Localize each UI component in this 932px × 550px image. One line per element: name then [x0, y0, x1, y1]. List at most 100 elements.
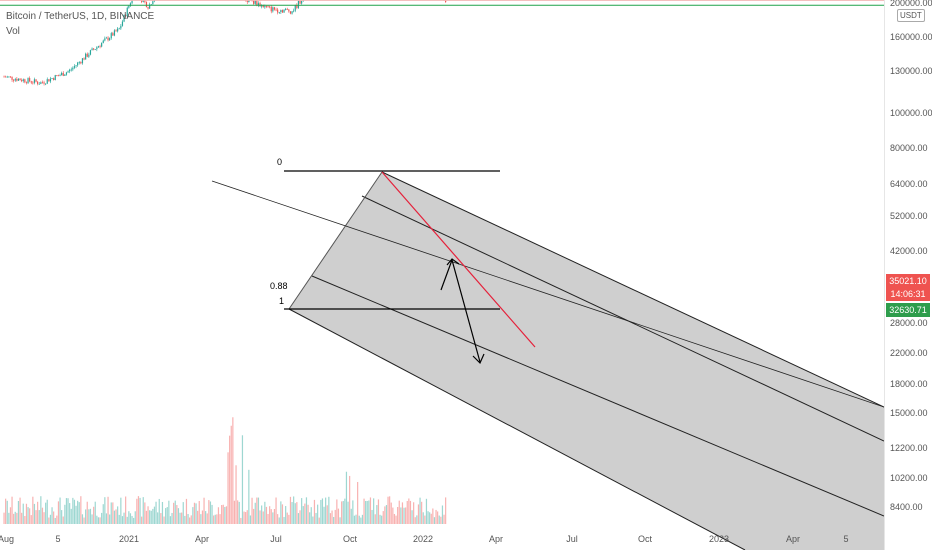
volume-bar	[315, 512, 317, 524]
volume-bar	[61, 510, 63, 524]
volume-bar	[336, 499, 338, 524]
candle-body	[125, 15, 127, 17]
candle-body	[99, 46, 101, 48]
candle-body	[88, 54, 90, 57]
volume-bar	[411, 510, 413, 524]
volume-bar	[168, 500, 170, 524]
candle-body	[272, 7, 274, 12]
candle-body	[22, 79, 24, 82]
volume-bar	[425, 498, 428, 524]
volume-bar	[381, 515, 383, 524]
volume-bar	[33, 503, 36, 524]
volume-bar	[203, 497, 205, 524]
candle-body	[278, 11, 280, 13]
volume-bar	[131, 515, 133, 524]
candle-body	[118, 28, 120, 30]
volume-bar	[432, 508, 434, 524]
volume-bar	[361, 514, 364, 524]
candle-body	[3, 76, 5, 78]
candle-body	[51, 78, 53, 79]
volume-bar	[275, 497, 277, 524]
volume-bar	[289, 496, 292, 524]
volume-bar	[129, 513, 132, 524]
price-axis-label: 64000.00	[890, 179, 928, 189]
price-axis-label: 28000.00	[890, 318, 928, 328]
channel-top-line	[381, 171, 884, 408]
volume-bar	[443, 514, 445, 524]
candle-body	[265, 5, 268, 7]
volume-bar	[213, 515, 215, 524]
volume-bar	[241, 435, 244, 524]
volume-bar	[384, 506, 386, 524]
volume-bar	[3, 512, 5, 524]
candle-body	[257, 3, 260, 6]
volume-bar	[17, 500, 20, 524]
candle-body	[115, 30, 117, 32]
volume-bar	[161, 501, 164, 524]
volume-bar	[333, 516, 335, 524]
currency-badge[interactable]: USDT	[897, 9, 925, 22]
volume-bar	[104, 497, 106, 524]
volume-bar	[357, 481, 359, 524]
channel-fill	[289, 172, 884, 550]
volume-bar	[225, 506, 228, 524]
volume-bar	[177, 508, 180, 524]
volume-bar	[389, 496, 391, 524]
price-axis-label: 10200.00	[890, 473, 928, 483]
volume-bar	[280, 501, 282, 524]
volume-bar	[211, 504, 213, 524]
volume-bar	[342, 501, 344, 524]
volume-bar	[166, 507, 168, 524]
symbol-title[interactable]: Bitcoin / TetherUS, 1D, BINANCE	[6, 11, 155, 22]
volume-bar	[179, 512, 181, 524]
volume-bar	[120, 497, 122, 524]
volume-bars	[3, 417, 447, 524]
last-price-tag: 35021.10	[886, 274, 930, 288]
volume-bar	[137, 496, 140, 524]
volume-bar	[254, 502, 256, 524]
volume-bar	[145, 510, 148, 524]
volume-bar	[433, 517, 436, 524]
volume-bar	[51, 507, 53, 524]
candle-body	[112, 33, 114, 36]
volume-bar	[206, 513, 208, 524]
volume-bar	[387, 496, 389, 524]
volume-bar	[413, 502, 415, 524]
volume-bar	[49, 514, 52, 524]
candle-body	[80, 62, 82, 64]
volume-bar	[406, 501, 408, 524]
candle-body	[256, 0, 258, 6]
time-axis-label: Apr	[488, 534, 504, 544]
volume-bar	[73, 499, 76, 524]
candle-body	[41, 82, 44, 84]
volume-bar	[345, 471, 348, 524]
fib-level-0-label: 0	[277, 157, 283, 167]
candle-body	[296, 4, 298, 8]
volume-bar	[353, 515, 356, 524]
volume-bar	[83, 517, 85, 524]
volume-bar	[427, 511, 429, 524]
volume-bar	[54, 517, 56, 524]
volume-bar	[22, 503, 24, 524]
volume-bar	[317, 504, 319, 524]
candle-body	[89, 50, 92, 55]
volume-bar	[307, 504, 309, 524]
volume-indicator-label[interactable]: Vol	[6, 26, 20, 37]
volume-bar	[400, 507, 402, 524]
candle-body	[262, 4, 264, 8]
drawing-overlays[interactable]	[0, 0, 884, 408]
candle-body	[445, 0, 447, 3]
volume-bar	[97, 517, 100, 524]
candle-body	[19, 78, 21, 81]
pitchfork-channel[interactable]	[288, 171, 884, 550]
candle-body	[49, 78, 52, 82]
volume-bar	[368, 500, 370, 524]
volume-bar	[70, 508, 72, 524]
candle-body	[48, 79, 50, 82]
volume-bar	[53, 511, 55, 524]
volume-bar	[299, 510, 301, 524]
volume-bar	[379, 514, 381, 524]
price-chart[interactable]	[0, 0, 884, 550]
volume-bar	[296, 502, 298, 524]
